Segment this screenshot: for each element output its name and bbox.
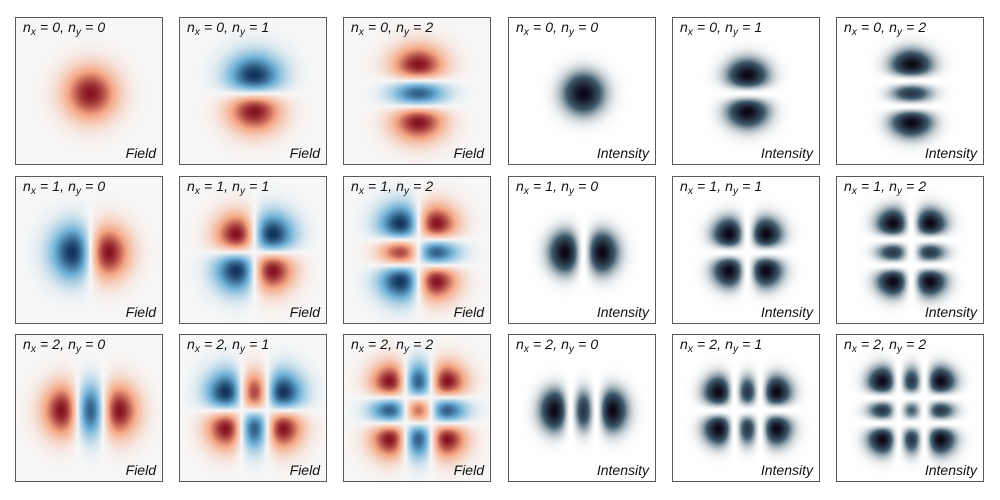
field-type-label: Field	[453, 462, 484, 478]
mode-panel-intensity-nx0-ny0: nx = 0, ny = 0 Intensity	[508, 17, 656, 165]
intensity-profile-plot	[509, 335, 655, 481]
mode-panel-field-nx1-ny0: nx = 1, ny = 0 Field	[15, 176, 163, 324]
mode-index-label: nx = 1, ny = 1	[680, 178, 763, 197]
field-type-label: Field	[125, 145, 156, 161]
intensity-profile-plot	[509, 18, 655, 164]
field-profile-plot	[16, 18, 162, 164]
intensity-profile-plot	[837, 18, 983, 164]
mode-panel-field-nx2-ny1: nx = 2, ny = 1 Field	[179, 334, 327, 482]
mode-index-label: nx = 0, ny = 2	[351, 19, 434, 38]
intensity-profile-plot	[837, 177, 983, 323]
mode-index-label: nx = 1, ny = 0	[23, 178, 106, 197]
mode-panel-field-nx2-ny0: nx = 2, ny = 0 Field	[15, 334, 163, 482]
mode-index-label: nx = 0, ny = 0	[23, 19, 106, 38]
intensity-profile-plot	[673, 335, 819, 481]
mode-panel-intensity-nx1-ny1: nx = 1, ny = 1 Intensity	[672, 176, 820, 324]
mode-panel-intensity-nx2-ny2: nx = 2, ny = 2 Intensity	[836, 334, 984, 482]
field-profile-plot	[16, 177, 162, 323]
mode-index-label: nx = 2, ny = 2	[351, 336, 434, 355]
intensity-profile-plot	[673, 18, 819, 164]
intensity-profile-plot	[837, 335, 983, 481]
mode-panel-field-nx0-ny0: nx = 0, ny = 0 Field	[15, 17, 163, 165]
mode-index-label: nx = 0, ny = 2	[844, 19, 927, 38]
field-profile-plot	[180, 177, 326, 323]
intensity-type-label: Intensity	[760, 145, 813, 161]
intensity-type-label: Intensity	[924, 145, 977, 161]
mode-panel-intensity-nx0-ny2: nx = 0, ny = 2 Intensity	[836, 17, 984, 165]
field-type-label: Field	[125, 462, 156, 478]
field-type-label: Field	[453, 304, 484, 320]
mode-index-label: nx = 1, ny = 2	[844, 178, 927, 197]
field-profile-plot	[180, 18, 326, 164]
mode-index-label: nx = 2, ny = 1	[680, 336, 763, 355]
field-profile-plot	[180, 335, 326, 481]
mode-index-label: nx = 2, ny = 2	[844, 336, 927, 355]
intensity-profile-plot	[509, 177, 655, 323]
intensity-type-label: Intensity	[924, 462, 977, 478]
field-profile-plot	[16, 335, 162, 481]
intensity-type-label: Intensity	[596, 145, 649, 161]
field-type-label: Field	[453, 145, 484, 161]
mode-index-label: nx = 2, ny = 1	[187, 336, 270, 355]
intensity-type-label: Intensity	[596, 462, 649, 478]
field-profile-plot	[344, 18, 490, 164]
mode-index-label: nx = 1, ny = 1	[187, 178, 270, 197]
mode-index-label: nx = 2, ny = 0	[23, 336, 106, 355]
mode-index-label: nx = 1, ny = 0	[516, 178, 599, 197]
field-profile-plot	[344, 177, 490, 323]
mode-index-label: nx = 0, ny = 1	[187, 19, 270, 38]
field-type-label: Field	[289, 304, 320, 320]
mode-index-label: nx = 0, ny = 1	[680, 19, 763, 38]
mode-panel-intensity-nx2-ny1: nx = 2, ny = 1 Intensity	[672, 334, 820, 482]
mode-panel-intensity-nx1-ny0: nx = 1, ny = 0 Intensity	[508, 176, 656, 324]
field-profile-plot	[344, 335, 490, 481]
mode-panel-field-nx2-ny2: nx = 2, ny = 2 Field	[343, 334, 491, 482]
mode-panel-intensity-nx0-ny1: nx = 0, ny = 1 Intensity	[672, 17, 820, 165]
mode-panel-field-nx1-ny2: nx = 1, ny = 2 Field	[343, 176, 491, 324]
mode-panel-intensity-nx2-ny0: nx = 2, ny = 0 Intensity	[508, 334, 656, 482]
field-type-label: Field	[289, 145, 320, 161]
intensity-type-label: Intensity	[760, 304, 813, 320]
mode-panel-intensity-nx1-ny2: nx = 1, ny = 2 Intensity	[836, 176, 984, 324]
intensity-type-label: Intensity	[924, 304, 977, 320]
intensity-type-label: Intensity	[596, 304, 649, 320]
field-type-label: Field	[125, 304, 156, 320]
intensity-profile-plot	[673, 177, 819, 323]
mode-panel-field-nx0-ny2: nx = 0, ny = 2 Field	[343, 17, 491, 165]
field-type-label: Field	[289, 462, 320, 478]
mode-index-label: nx = 2, ny = 0	[516, 336, 599, 355]
mode-panel-field-nx0-ny1: nx = 0, ny = 1 Field	[179, 17, 327, 165]
intensity-type-label: Intensity	[760, 462, 813, 478]
mode-panel-field-nx1-ny1: nx = 1, ny = 1 Field	[179, 176, 327, 324]
mode-index-label: nx = 0, ny = 0	[516, 19, 599, 38]
mode-index-label: nx = 1, ny = 2	[351, 178, 434, 197]
